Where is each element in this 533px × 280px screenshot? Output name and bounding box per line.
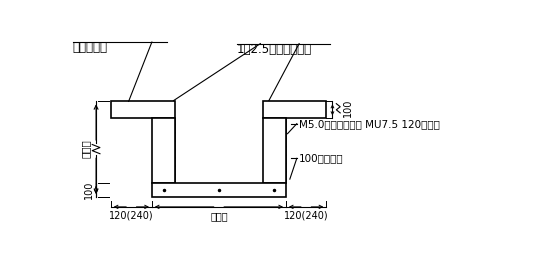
Bar [152, 183, 286, 197]
Text: 1：2.5水泥砂浆粉刷: 1：2.5水泥砂浆粉刷 [237, 43, 312, 56]
Bar [263, 118, 286, 183]
Text: 地梁宽: 地梁宽 [210, 211, 228, 221]
Text: 地梁深: 地梁深 [80, 140, 90, 158]
Text: 120(240): 120(240) [284, 211, 328, 221]
Bar [152, 118, 175, 183]
Bar [263, 118, 286, 183]
Bar [263, 101, 326, 118]
Text: 地梁或承台: 地梁或承台 [73, 41, 108, 54]
Text: 100厘砼垫层: 100厘砼垫层 [299, 153, 344, 163]
Text: 120(240): 120(240) [109, 211, 154, 221]
Bar [152, 118, 175, 183]
Bar [111, 101, 175, 118]
Text: 100: 100 [343, 99, 353, 118]
Text: 100: 100 [84, 181, 94, 199]
Text: M5.0水泥砂浆牀筑 MU7.5 120厘牀墙: M5.0水泥砂浆牀筑 MU7.5 120厘牀墙 [299, 119, 440, 129]
